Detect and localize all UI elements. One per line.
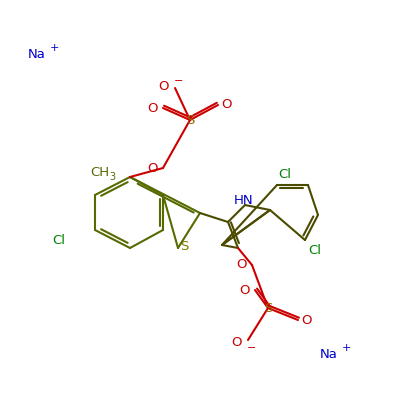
Text: HN: HN <box>234 194 254 206</box>
Text: +: + <box>50 43 59 53</box>
Text: Cl: Cl <box>278 168 291 182</box>
Text: O: O <box>148 102 158 114</box>
Text: S: S <box>186 114 194 126</box>
Text: O: O <box>236 258 247 272</box>
Text: 3: 3 <box>109 172 115 182</box>
Text: O: O <box>148 162 158 174</box>
Text: +: + <box>342 343 351 353</box>
Text: Cl: Cl <box>308 244 321 256</box>
Text: O: O <box>240 284 250 296</box>
Text: Na: Na <box>320 348 338 362</box>
Text: S: S <box>180 240 188 254</box>
Text: Cl: Cl <box>52 234 65 246</box>
Text: O: O <box>158 80 169 92</box>
Text: S: S <box>264 302 272 314</box>
Text: O: O <box>221 98 232 112</box>
Text: O: O <box>301 314 312 326</box>
Text: −: − <box>174 76 183 86</box>
Text: O: O <box>232 336 242 348</box>
Text: Na: Na <box>28 48 46 62</box>
Text: CH: CH <box>90 166 109 178</box>
Text: −: − <box>247 343 256 353</box>
